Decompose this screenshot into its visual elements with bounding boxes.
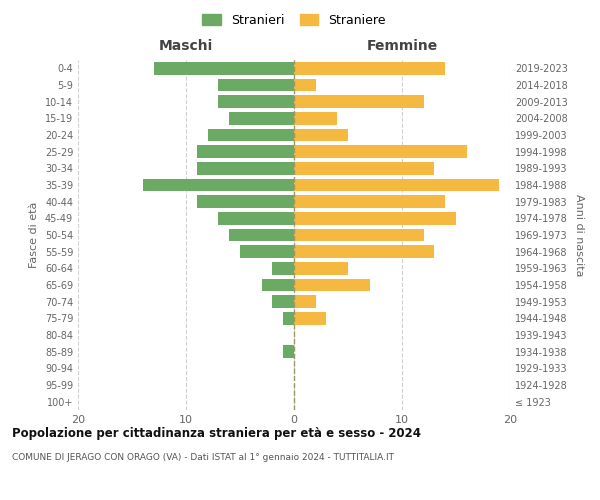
Bar [229, 229, 294, 241]
Bar [218, 79, 294, 92]
Bar [283, 346, 294, 358]
Bar [294, 162, 434, 174]
Bar [294, 246, 434, 258]
Text: Femmine: Femmine [367, 39, 437, 53]
Bar [218, 96, 294, 108]
Text: Popolazione per cittadinanza straniera per età e sesso - 2024: Popolazione per cittadinanza straniera p… [12, 428, 421, 440]
Y-axis label: Anni di nascita: Anni di nascita [574, 194, 584, 276]
Legend: Stranieri, Straniere: Stranieri, Straniere [199, 10, 389, 31]
Text: Maschi: Maschi [159, 39, 213, 53]
Bar [229, 112, 294, 124]
Bar [294, 96, 424, 108]
Bar [283, 312, 294, 324]
Bar [294, 196, 445, 208]
Bar [294, 279, 370, 291]
Bar [294, 179, 499, 192]
Y-axis label: Fasce di età: Fasce di età [29, 202, 39, 268]
Bar [208, 129, 294, 141]
Bar [294, 79, 316, 92]
Bar [143, 179, 294, 192]
Bar [294, 112, 337, 124]
Bar [294, 146, 467, 158]
Bar [197, 162, 294, 174]
Text: COMUNE DI JERAGO CON ORAGO (VA) - Dati ISTAT al 1° gennaio 2024 - TUTTITALIA.IT: COMUNE DI JERAGO CON ORAGO (VA) - Dati I… [12, 452, 394, 462]
Bar [197, 146, 294, 158]
Bar [272, 262, 294, 274]
Bar [294, 262, 348, 274]
Bar [294, 212, 456, 224]
Bar [262, 279, 294, 291]
Bar [218, 212, 294, 224]
Bar [294, 229, 424, 241]
Bar [272, 296, 294, 308]
Bar [294, 62, 445, 74]
Bar [294, 312, 326, 324]
Bar [154, 62, 294, 74]
Bar [294, 296, 316, 308]
Bar [197, 196, 294, 208]
Bar [240, 246, 294, 258]
Bar [294, 129, 348, 141]
